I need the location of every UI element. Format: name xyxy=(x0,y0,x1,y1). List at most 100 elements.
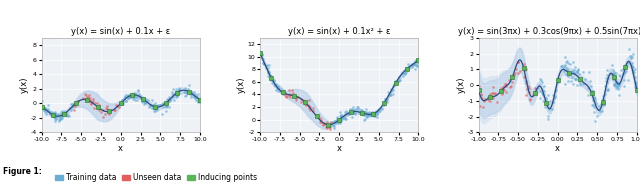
Point xyxy=(116,101,126,105)
Point xyxy=(534,96,545,99)
Point xyxy=(136,96,146,99)
Point xyxy=(410,64,420,67)
Point xyxy=(358,112,369,115)
Point xyxy=(350,112,360,115)
Point xyxy=(572,84,582,87)
Point xyxy=(560,55,570,58)
Point xyxy=(515,70,525,73)
Point xyxy=(316,119,326,122)
Point xyxy=(336,114,346,117)
Point xyxy=(613,83,623,86)
Point xyxy=(374,108,384,111)
Point xyxy=(385,92,395,95)
Point xyxy=(566,71,576,74)
Point xyxy=(520,68,530,71)
Point xyxy=(610,82,620,85)
Point xyxy=(589,96,599,99)
Point xyxy=(563,75,573,78)
Point xyxy=(161,105,172,108)
Point xyxy=(559,64,570,67)
Point xyxy=(490,92,500,95)
Point xyxy=(48,115,58,118)
Point xyxy=(51,119,61,122)
Point xyxy=(87,101,97,104)
Point xyxy=(410,67,420,70)
Point xyxy=(395,78,405,81)
Point xyxy=(319,122,330,125)
Point xyxy=(124,95,134,98)
Point xyxy=(59,110,69,113)
Point xyxy=(509,74,519,77)
Point xyxy=(191,99,202,102)
Point xyxy=(164,97,175,100)
Point xyxy=(474,88,484,91)
Point xyxy=(506,84,516,87)
Point xyxy=(40,107,51,110)
Point xyxy=(518,63,529,66)
Point xyxy=(488,97,498,100)
Point xyxy=(285,93,296,96)
Point xyxy=(163,99,173,102)
Point xyxy=(300,102,310,105)
Point xyxy=(359,111,369,114)
Point xyxy=(272,86,282,89)
Point xyxy=(387,89,397,92)
Title: y(x) = sin(3πx) + 0.3cos(9πx) + 0.5sin(7πx) + ε: y(x) = sin(3πx) + 0.3cos(9πx) + 0.5sin(7… xyxy=(458,27,640,36)
Point xyxy=(356,108,367,112)
Point xyxy=(371,111,381,114)
Point xyxy=(358,113,369,116)
Point xyxy=(358,112,368,115)
Point xyxy=(371,113,381,116)
Point xyxy=(588,89,598,92)
Point xyxy=(131,95,141,98)
Point xyxy=(268,78,278,81)
Point xyxy=(411,59,421,62)
Point xyxy=(609,83,620,86)
Point xyxy=(580,77,590,80)
Point xyxy=(579,70,589,73)
Point xyxy=(572,71,582,74)
Point xyxy=(67,105,77,108)
Point xyxy=(399,72,410,75)
Point xyxy=(399,71,410,74)
Title: y(x) = sin(x) + 0.1x² + ε: y(x) = sin(x) + 0.1x² + ε xyxy=(288,27,390,36)
Point xyxy=(193,93,203,96)
Point xyxy=(147,106,157,109)
Point xyxy=(488,86,498,89)
Point xyxy=(366,111,376,114)
Point xyxy=(600,92,610,95)
X-axis label: x: x xyxy=(555,144,560,153)
Point xyxy=(499,84,509,88)
Point xyxy=(573,69,583,72)
Point xyxy=(104,110,115,113)
Point xyxy=(37,107,47,110)
Point xyxy=(618,84,628,87)
Point xyxy=(184,90,194,93)
Point xyxy=(195,101,205,104)
Point xyxy=(563,62,573,65)
Point xyxy=(382,99,392,102)
Point xyxy=(191,94,201,97)
Point xyxy=(84,97,95,100)
Point xyxy=(278,91,288,94)
Point xyxy=(337,118,347,121)
Point xyxy=(267,82,277,85)
Point xyxy=(340,117,350,120)
Point xyxy=(189,95,200,98)
Point xyxy=(195,98,205,101)
Point xyxy=(150,105,160,108)
Point xyxy=(499,89,509,92)
Point xyxy=(525,99,535,102)
Point xyxy=(631,87,640,90)
Point xyxy=(630,81,640,84)
Point xyxy=(410,60,420,63)
Point xyxy=(401,71,411,74)
Point xyxy=(389,83,399,86)
Point xyxy=(346,112,356,115)
Point xyxy=(538,100,548,103)
Point xyxy=(58,112,68,115)
Point xyxy=(363,113,373,116)
Point xyxy=(594,109,604,112)
Point xyxy=(601,80,611,83)
Point xyxy=(559,70,569,73)
